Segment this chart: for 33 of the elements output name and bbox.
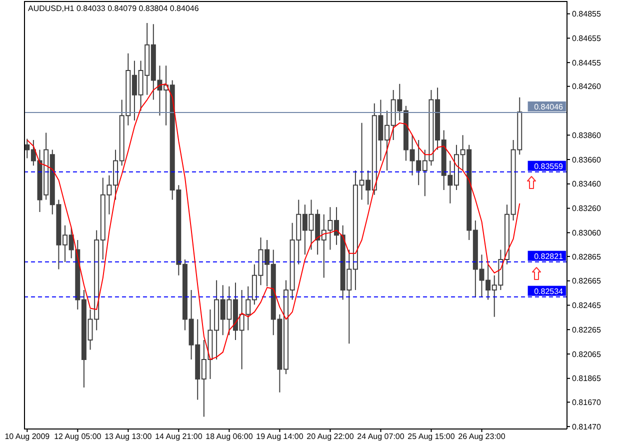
ref-line-label: 0.82534 [534, 286, 564, 296]
x-tick-label: 25 Aug 15:00 [408, 432, 456, 441]
x-tick-label: 13 Aug 13:00 [104, 432, 152, 441]
y-tick-label: 0.84655 [572, 34, 602, 44]
ref-line-label: 0.83559 [534, 162, 564, 171]
y-tick-label: 0.82265 [572, 325, 602, 334]
y-tick-label: 0.83060 [572, 228, 602, 238]
chart-title: AUDUSD,H1 0.84033 0.84079 0.83804 0.84046 [28, 4, 199, 14]
y-tick-label: 0.82465 [572, 301, 602, 310]
x-tick-label: 19 Aug 14:00 [256, 432, 304, 441]
y-tick-label: 0.84855 [572, 10, 602, 19]
y-tick-label: 0.84455 [572, 58, 602, 68]
x-tick-label: 14 Aug 21:00 [155, 432, 203, 441]
y-tick-label: 0.81670 [572, 398, 602, 408]
y-tick-label: 0.84260 [572, 82, 602, 92]
x-tick-label: 10 Aug 2009 [4, 432, 50, 441]
x-tick-label: 20 Aug 22:00 [306, 432, 354, 441]
x-tick-label: 24 Aug 07:00 [357, 432, 405, 441]
x-tick-label: 26 Aug 23:00 [458, 432, 506, 441]
x-tick-label: 18 Aug 06:00 [206, 432, 254, 441]
line-series [26, 83, 520, 360]
y-tick-label: 0.82065 [572, 350, 602, 359]
y-tick-label: 0.83260 [572, 204, 602, 214]
y-tick-label: 0.82865 [572, 252, 602, 262]
ref-line-label: 0.84046 [534, 102, 564, 112]
y-tick-label: 0.81470 [572, 422, 602, 432]
ref-line-label: 0.82821 [534, 252, 564, 261]
y-tick-label: 0.83460 [572, 180, 602, 189]
y-tick-label: 0.81865 [572, 374, 602, 384]
x-tick-label: 12 Aug 05:00 [54, 432, 102, 441]
y-tick-label: 0.83860 [572, 130, 602, 140]
y-tick-label: 0.83660 [572, 155, 602, 164]
y-tick-label: 0.82665 [572, 276, 602, 286]
